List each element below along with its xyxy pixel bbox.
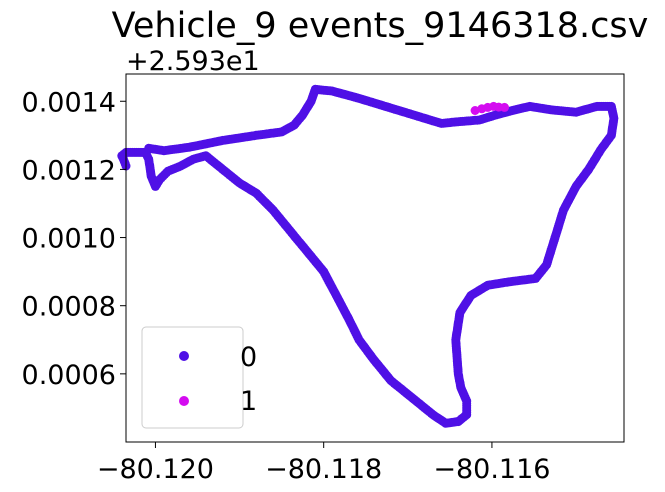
y-tick-label: 0.0014 <box>22 87 116 118</box>
x-tick-label: −80.120 <box>97 454 214 485</box>
x-axis: −80.120 −80.118 −80.116 <box>97 442 550 485</box>
x-tick-label: −80.116 <box>433 454 550 485</box>
y-tick-label: 0.0006 <box>22 360 116 391</box>
chart-title: Vehicle_9 events_9146318.csv <box>112 6 649 46</box>
y-axis-offset-label: +2.593e1 <box>126 46 260 77</box>
plot-area-frame <box>125 73 625 443</box>
legend-frame <box>141 326 244 429</box>
y-tick-label: 0.0010 <box>22 224 116 255</box>
x-tick-label: −80.118 <box>265 454 382 485</box>
legend-marker-series-0 <box>179 351 189 361</box>
y-axis: 0.0006 0.0008 0.0010 0.0012 0.0014 <box>22 87 126 391</box>
legend-marker-series-1 <box>179 396 189 406</box>
data-point-series-1 <box>500 102 509 112</box>
legend: 0 1 <box>141 326 257 429</box>
y-tick-label: 0.0012 <box>22 155 116 186</box>
legend-label-series-0: 0 <box>240 342 257 373</box>
legend-label-series-1: 1 <box>240 386 257 417</box>
y-tick-label: 0.0008 <box>22 292 116 323</box>
